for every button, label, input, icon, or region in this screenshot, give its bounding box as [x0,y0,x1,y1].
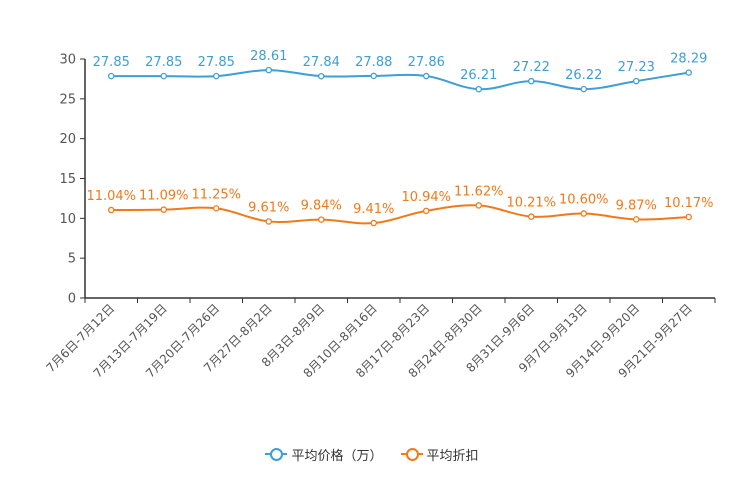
data-label: 11.09% [139,189,189,204]
data-point [370,72,377,80]
legend-label-discount: 平均折扣 [426,448,479,464]
data-point [212,72,220,80]
legend-circle-discount-icon [405,448,419,461]
data-label: 10.21% [506,196,556,211]
y-tick-label: 10 [59,212,76,227]
data-label: 9.84% [301,199,342,214]
data-label: 28.61 [250,49,287,64]
data-labels: 27.85 27.85 27.85 28.61 27.84 27.88 27.86 26.21… [86,49,713,217]
data-point [633,77,640,85]
y-tick-label: 20 [59,132,76,147]
y-tick-label: 5 [68,252,76,267]
data-label: 10.17% [664,196,714,211]
data-point [422,207,430,215]
data-label: 10.60% [559,193,609,208]
data-point [108,206,115,214]
data-point [580,85,588,93]
data-point [160,72,167,80]
data-label: 11.62% [454,184,504,199]
data-point [528,213,535,220]
data-point [475,202,482,209]
legend-item-price[interactable]: 平均价格（万） [265,445,383,464]
data-point [633,216,640,223]
data-point [475,85,482,93]
data-label: 27.85 [198,55,235,70]
series-line-1 [111,204,689,225]
data-label: 11.04% [86,189,136,204]
data-label: 26.22 [565,68,602,83]
legend-marker-discount [400,447,423,461]
data-label: 10.94% [401,190,451,205]
data-point [265,66,272,74]
data-point [528,77,535,85]
data-point [108,72,115,80]
legend-circle-price-icon [270,448,284,461]
data-label: 26.21 [460,68,497,83]
data-label: 28.29 [670,52,707,67]
data-label: 9.87% [616,198,657,213]
data-label: 27.23 [618,60,655,75]
legend-marker-price [265,447,288,461]
data-point [265,218,272,225]
legend: 平均价格（万） 平均折扣 [0,444,744,464]
legend-label-price: 平均价格（万） [291,448,383,464]
y-tick-label: 0 [68,292,76,307]
data-point [580,210,588,217]
y-tick-label: 15 [59,172,76,187]
data-label: 9.61% [248,200,289,215]
data-point [685,69,693,76]
data-label: 27.88 [355,55,392,70]
data-label: 27.22 [513,60,550,75]
series-line-0 [111,69,689,91]
y-tick-label: 25 [59,92,76,107]
data-point [422,72,430,80]
data-point [212,205,220,212]
data-label: 27.85 [145,55,182,70]
data-point [317,216,325,223]
data-label: 11.25% [191,187,241,202]
legend-item-discount[interactable]: 平均折扣 [400,445,479,464]
data-point [685,213,693,221]
data-point [317,72,325,80]
data-label: 27.85 [93,55,130,70]
data-point [160,206,167,213]
y-tick-label: 30 [59,53,76,68]
data-point [370,219,377,227]
data-label: 27.84 [303,55,340,70]
series-layer [108,66,693,227]
data-label: 9.41% [353,202,394,217]
data-label: 27.86 [408,55,445,70]
